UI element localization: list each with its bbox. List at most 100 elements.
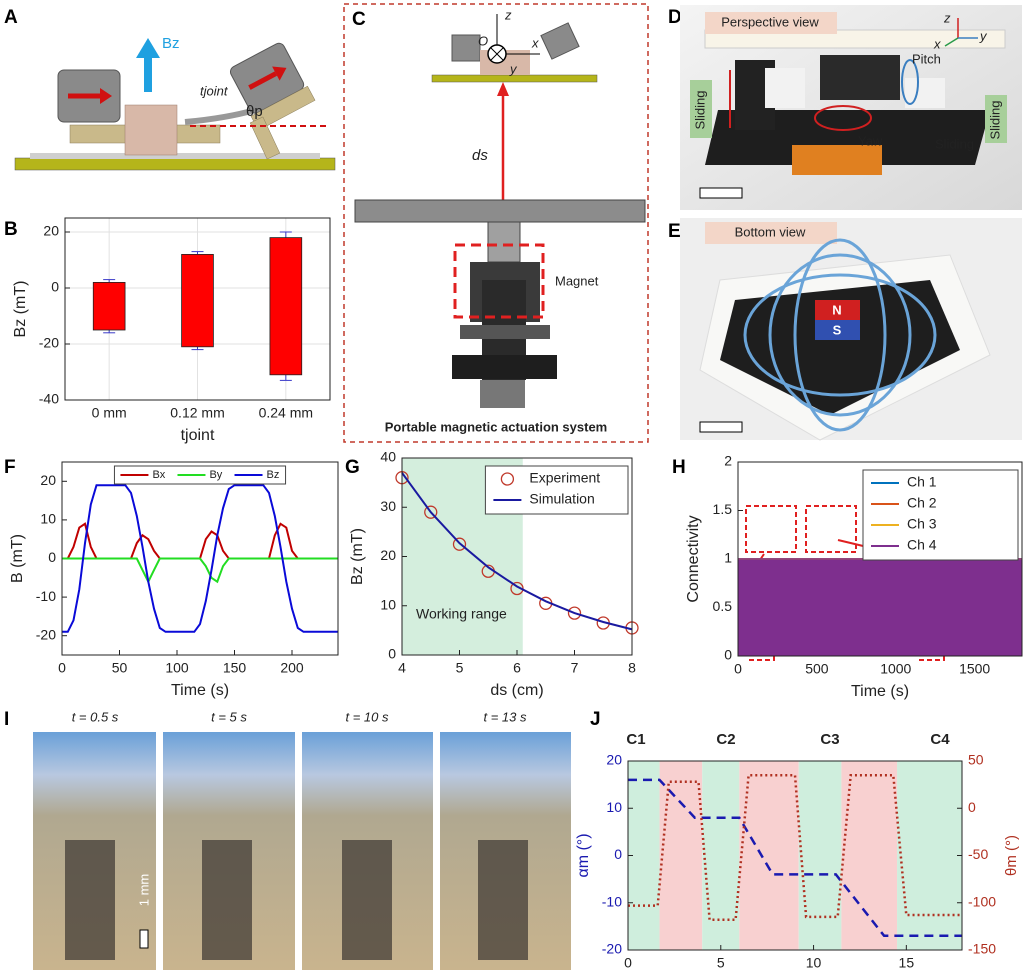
- legend-label: Bx: [152, 469, 165, 481]
- x-tick-label: 4: [398, 660, 406, 676]
- x-tick-label: 500: [805, 661, 829, 677]
- series-line: [628, 778, 962, 938]
- y-axis-label: Bz (mT): [349, 528, 366, 585]
- plot-frame: [401, 457, 633, 656]
- sliding-label: Sliding: [935, 136, 974, 151]
- data-point: [567, 606, 582, 620]
- magnet-label: Magnet: [555, 273, 599, 288]
- axis-label: z: [504, 7, 512, 22]
- x-tick-label: 0: [624, 955, 632, 971]
- x-axis-label: Time (s): [851, 683, 909, 700]
- phase-band: [702, 761, 740, 950]
- y2-tick-label: -150: [968, 941, 996, 957]
- legend-box: [484, 465, 629, 515]
- axis-label: x: [531, 35, 539, 50]
- y-tick-label: 0.5: [713, 598, 733, 614]
- sliding-label: Sliding: [692, 90, 707, 129]
- sliding-label: Sliding: [987, 100, 1002, 139]
- y-axis-label: B (mT): [9, 534, 26, 583]
- panel-letter: D: [668, 7, 682, 28]
- x-tick-label: 1000: [880, 661, 911, 677]
- range-bar: [92, 281, 126, 331]
- legend-label: Ch 4: [907, 537, 937, 553]
- y-tick-label: 10: [606, 799, 622, 815]
- y-tick-label: 20: [43, 223, 59, 239]
- pole-label: N: [832, 302, 841, 317]
- phase-band: [628, 761, 660, 950]
- phase-label: C4: [930, 731, 950, 748]
- pitch-label: Pitch: [912, 51, 941, 66]
- joint-label: tjoint: [200, 83, 229, 98]
- y-tick-label: 10: [380, 596, 396, 612]
- legend-label: Simulation: [529, 491, 594, 507]
- x-tick-label: 0.24 mm: [259, 405, 313, 421]
- panel-letter: I: [4, 709, 9, 730]
- frame-time: t = 0.5 s: [72, 709, 119, 724]
- y-tick-label: 0: [388, 646, 396, 662]
- legend-symbol: [500, 472, 515, 486]
- y-tick-label: 20: [606, 752, 622, 768]
- panel-letter: J: [590, 709, 601, 730]
- x-tick-label: 5: [717, 955, 725, 971]
- x-tick-label: 0: [734, 661, 742, 677]
- y-tick-label: 40: [380, 449, 396, 465]
- y-tick-label: 20: [380, 547, 396, 563]
- series-line: [62, 557, 338, 584]
- y-tick-label: 0: [48, 549, 56, 565]
- y-tick-label: 1: [724, 550, 732, 566]
- view-title: Perspective view: [721, 14, 819, 29]
- y-tick-label: -20: [602, 941, 622, 957]
- data-point: [424, 505, 438, 519]
- x-tick-label: 8: [628, 660, 636, 676]
- plot-frame: [61, 461, 339, 656]
- range-bar: [181, 253, 214, 348]
- field-label: Bz: [162, 35, 180, 52]
- view-title: Bottom view: [735, 224, 806, 239]
- panel-c-diagram: z x y O ds Magnet Portable magnetic actu…: [343, 3, 649, 443]
- phase-band: [798, 761, 842, 950]
- panel-letter: F: [4, 457, 16, 478]
- yaw-label: Yaw: [858, 133, 883, 148]
- y-tick-label: -20: [39, 335, 59, 351]
- chart: -40 -20 0 20 0 mm 0.12 mm 0.24 mm Bz (mT) tjoint: [12, 217, 331, 444]
- scale-label: 1 mm: [136, 874, 151, 907]
- x-tick-label: 50: [112, 660, 128, 676]
- y-tick-label: 1.5: [713, 501, 733, 517]
- y-tick-label: 30: [380, 498, 396, 514]
- x-tick-label: 1500: [959, 661, 990, 677]
- x-axis-label: tjoint: [181, 427, 215, 444]
- x-tick-label: 200: [280, 660, 304, 676]
- y-axis-label: αm (°): [575, 833, 592, 877]
- y2-axis-label: θm (°): [1003, 835, 1020, 876]
- axis-label: y: [509, 61, 518, 76]
- range-bar: [269, 237, 303, 376]
- y2-tick-label: 50: [968, 752, 984, 768]
- y-tick-label: 20: [40, 472, 56, 488]
- y2-tick-label: -50: [968, 846, 988, 862]
- legend-label: Experiment: [529, 470, 600, 486]
- panel-letter: A: [4, 7, 18, 28]
- x-tick-label: 10: [806, 955, 822, 971]
- data-point: [452, 537, 467, 551]
- x-tick-label: 100: [165, 660, 189, 676]
- y2-tick-label: 0: [968, 799, 976, 815]
- panel-letter: G: [345, 457, 360, 478]
- y-tick-label: -10: [602, 893, 622, 909]
- phase-label: C3: [820, 731, 839, 748]
- axis-label: x: [933, 36, 941, 51]
- annotation: Working range: [416, 606, 507, 622]
- y-tick-label: 0: [614, 846, 622, 862]
- panel-letter: H: [672, 457, 686, 478]
- x-tick-label: 0: [58, 660, 66, 676]
- chart: Working range 0 10 20 30 40 4 5 6 7 8 Bz (mT) ds (cm…: [349, 449, 639, 699]
- x-axis-label: ds (cm): [490, 682, 543, 699]
- caption: Portable magnetic actuation system: [385, 419, 608, 434]
- phase-band: [659, 761, 703, 950]
- plot-frame: [737, 461, 1023, 657]
- y-axis-label: Connectivity: [685, 515, 702, 602]
- series-line: [62, 522, 338, 560]
- panel-d-photo: Perspective view Pitch Yaw Sliding Slidi…: [680, 5, 1022, 210]
